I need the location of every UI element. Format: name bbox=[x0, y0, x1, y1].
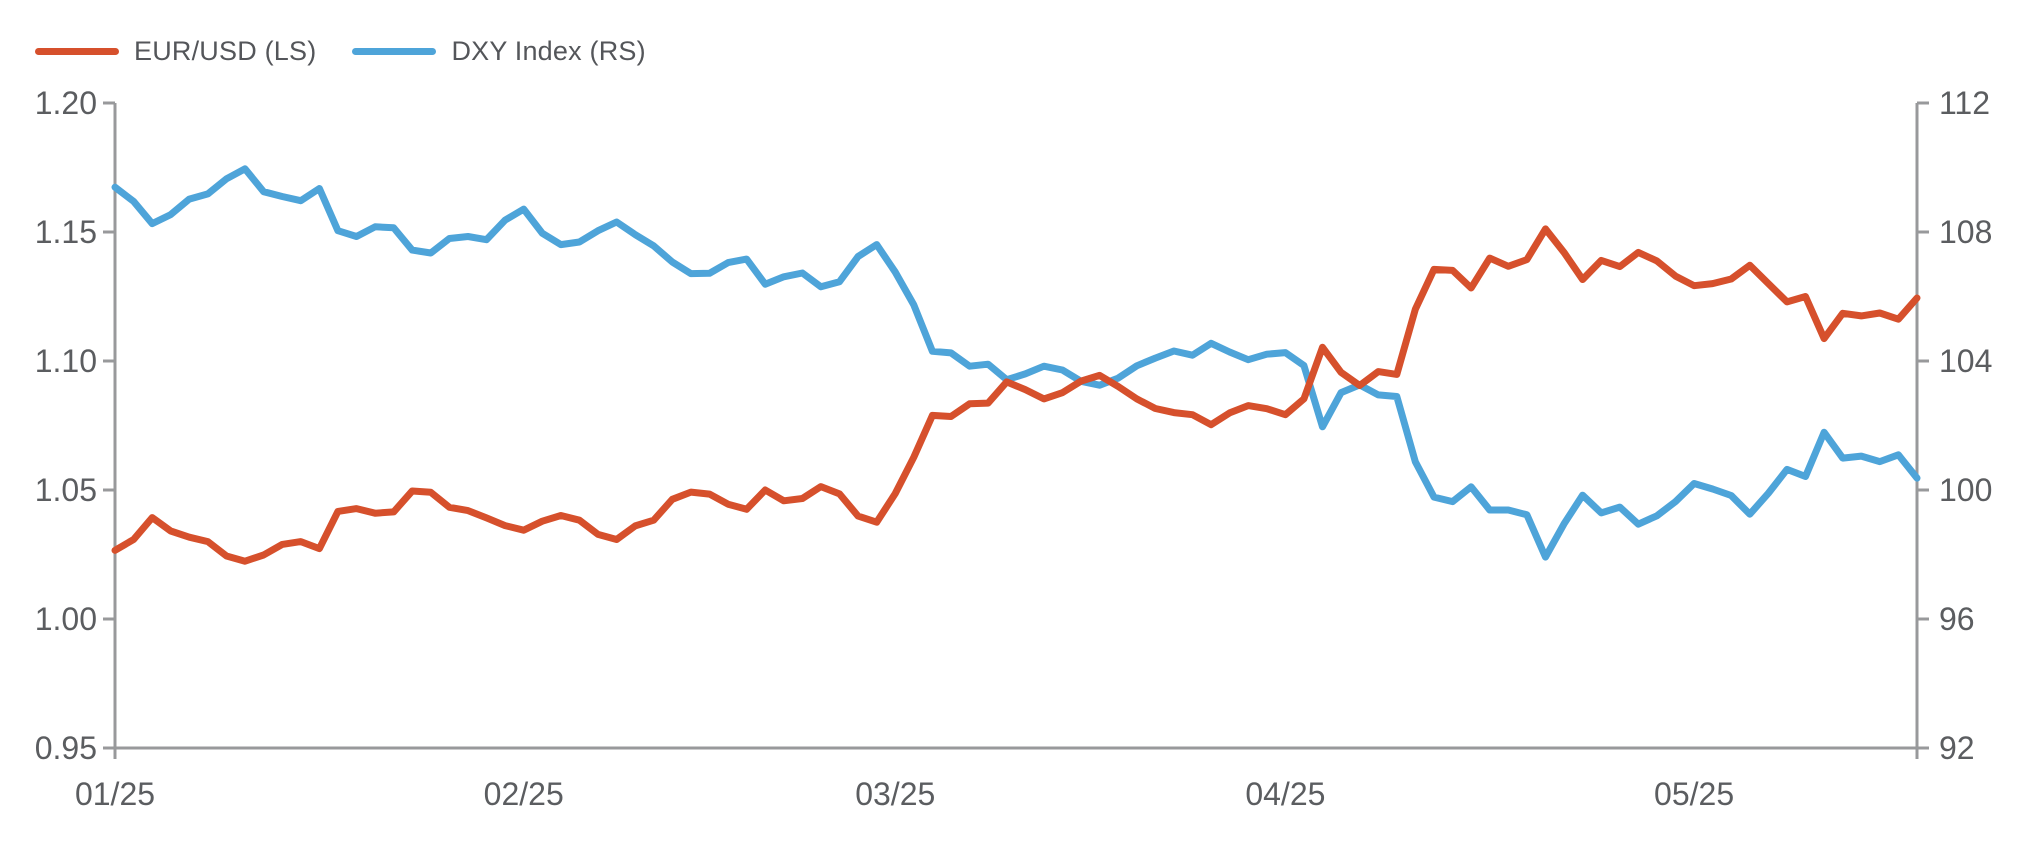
left-axis-tick-label: 1.00 bbox=[35, 601, 97, 637]
eurusd-line-swatch-icon bbox=[35, 48, 119, 55]
x-axis-tick-label: 03/25 bbox=[855, 776, 935, 812]
right-axis-tick-label: 104 bbox=[1939, 343, 1992, 379]
legend-item-eurusd: EUR/USD (LS) bbox=[35, 36, 316, 67]
left-axis-tick-label: 1.05 bbox=[35, 472, 97, 508]
right-axis-tick-label: 112 bbox=[1939, 85, 1990, 121]
right-axis-tick-label: 92 bbox=[1939, 730, 1975, 766]
legend-item-dxy: DXY Index (RS) bbox=[352, 36, 646, 67]
dxy-legend-label: DXY Index (RS) bbox=[451, 36, 646, 66]
dxy-line-swatch-icon bbox=[352, 48, 437, 55]
left-axis-tick-label: 0.95 bbox=[35, 730, 97, 766]
chart-legend: EUR/USD (LS) DXY Index (RS) bbox=[35, 36, 646, 67]
x-axis-tick-label: 01/25 bbox=[75, 776, 155, 812]
eurusd-line bbox=[111, 225, 1921, 565]
left-axis-tick-label: 1.20 bbox=[35, 85, 97, 121]
right-axis-tick-label: 108 bbox=[1939, 214, 1992, 250]
x-axis-tick-label: 02/25 bbox=[484, 776, 564, 812]
x-axis-tick-label: 04/25 bbox=[1245, 776, 1325, 812]
dxy-line bbox=[111, 165, 1921, 561]
x-axis-tick-label: 05/25 bbox=[1654, 776, 1734, 812]
right-axis-tick-label: 100 bbox=[1939, 472, 1992, 508]
eurusd-legend-label: EUR/USD (LS) bbox=[134, 36, 317, 66]
left-axis-tick-label: 1.15 bbox=[35, 214, 97, 250]
right-axis-tick-label: 96 bbox=[1939, 601, 1975, 637]
left-axis-tick-label: 1.10 bbox=[35, 343, 97, 379]
